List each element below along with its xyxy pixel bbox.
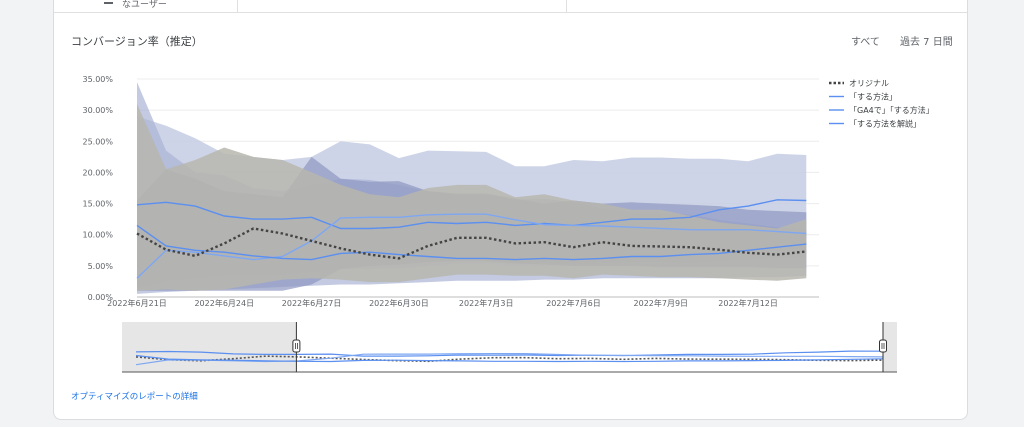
x-tick-label: 2022年7月3日 (459, 298, 514, 308)
navigator-unselected-right (883, 322, 897, 372)
y-tick-label: 0.00% (88, 293, 114, 302)
navigator-series-line (135, 354, 884, 363)
y-tick-label: 25.00% (82, 137, 113, 146)
navigator-series-line (135, 350, 884, 357)
x-tick-label: 2022年7月6日 (546, 298, 601, 308)
navigator-drag-handle[interactable] (292, 339, 301, 353)
navigator-series-line (135, 355, 884, 363)
x-tick-label: 2022年7月9日 (634, 298, 689, 308)
legend-label: オリジナル (849, 79, 889, 88)
legend-label: 「する方法」 (849, 92, 897, 102)
optimize-report-details-link[interactable]: オプティマイズのレポートの詳細 (71, 392, 198, 402)
navigator-unselected-left (122, 322, 297, 372)
series-line (136, 199, 807, 230)
x-tick-label: 2022年6月24日 (194, 298, 254, 308)
range-last-7-days-button[interactable]: 過去 7 日間 (900, 37, 953, 48)
column-divider (566, 0, 567, 12)
y-tick-label: 20.00% (82, 168, 113, 177)
y-tick-label: 35.00% (82, 75, 113, 84)
legend-label: 「する方法を解説」 (849, 119, 921, 129)
column-divider (237, 0, 238, 12)
y-tick-label: 5.00% (88, 262, 114, 271)
series-line (136, 224, 807, 261)
x-tick-label: 2022年6月27日 (282, 298, 342, 308)
card-title: コンバージョン率（推定） (71, 35, 203, 48)
series-line (136, 213, 807, 279)
series-line (136, 227, 807, 260)
y-tick-label: 10.00% (82, 231, 113, 240)
range-all-button[interactable]: すべて (851, 37, 880, 48)
x-tick-label: 2022年7月12日 (718, 298, 778, 308)
navigator-drag-handle[interactable] (879, 339, 887, 353)
y-tick-label: 15.00% (82, 200, 113, 209)
legend-dash-icon (104, 2, 113, 4)
y-tick-label: 30.00% (82, 106, 113, 115)
x-tick-label: 2022年6月30日 (369, 298, 429, 308)
previous-row-label: なユーザー (122, 0, 167, 10)
previous-row-strip: なユーザー (54, 0, 967, 13)
x-tick-label: 2022年6月21日 (107, 298, 167, 308)
navigator-series-line (135, 353, 884, 366)
legend-label: 「GA4で」「する方法」 (849, 105, 934, 115)
